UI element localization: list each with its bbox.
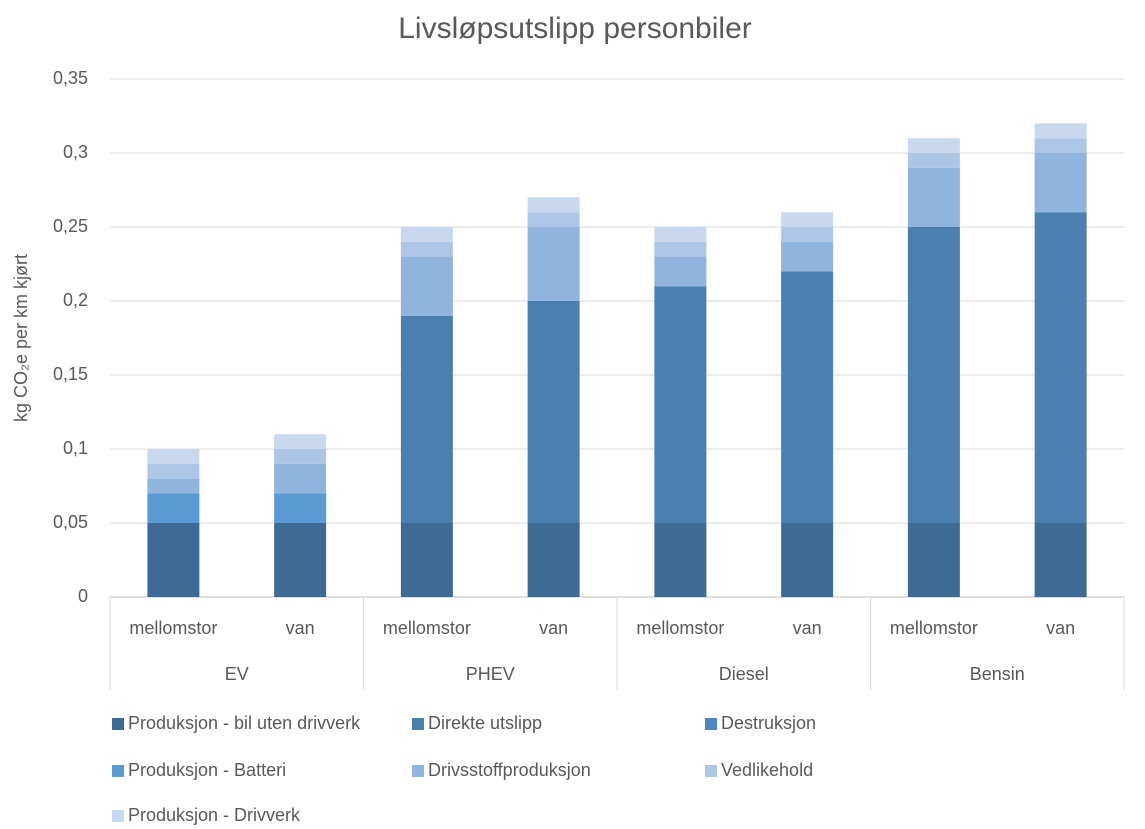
bar-segment (400, 256, 453, 316)
x-tick-label: van (1046, 618, 1075, 638)
bar-segment (907, 227, 960, 523)
x-tick-label: van (286, 618, 315, 638)
bar-segment (654, 523, 707, 597)
bar-segment (527, 301, 580, 523)
bar-segment (781, 271, 834, 523)
x-tick-label: van (539, 618, 568, 638)
legend-label: Direkte utslipp (428, 713, 542, 733)
legend-swatch (705, 718, 717, 730)
bar-segment (907, 153, 960, 168)
legend-label: Produksjon - Drivverk (128, 805, 301, 825)
group-label: EV (225, 664, 249, 684)
legend-label: Destruksjon (721, 713, 816, 733)
bar-segment (781, 241, 834, 272)
bar-segment (654, 241, 707, 257)
bar-segment (1034, 138, 1087, 153)
legend-swatch (112, 718, 124, 730)
legend-swatch (412, 718, 424, 730)
y-tick-label: 0,15 (53, 364, 88, 384)
bar-segment (1034, 212, 1087, 523)
x-tick-label: mellomstor (890, 618, 978, 638)
y-tick-label: 0,25 (53, 216, 88, 236)
bar-segment (400, 523, 453, 597)
bar-segment (147, 463, 200, 479)
y-tick-label: 0,05 (53, 512, 88, 532)
y-tick-label: 0 (78, 586, 88, 606)
y-axis-label: kg CO₂e per km kjørt (11, 254, 31, 422)
bar-segment (907, 138, 960, 153)
legend-label: Drivsstoffproduksjon (428, 760, 591, 780)
bar-segment (1034, 123, 1087, 139)
bar-segment (781, 227, 834, 242)
y-tick-label: 0,1 (63, 438, 88, 458)
bar-segment (654, 256, 707, 287)
y-tick-label: 0,35 (53, 68, 88, 88)
bar-segment (147, 493, 200, 523)
legend-swatch (112, 810, 124, 822)
bar-segment (274, 493, 327, 523)
legend-swatch (112, 765, 124, 777)
bar-segment (400, 241, 453, 257)
legend-swatch (705, 765, 717, 777)
bar-segment (1034, 523, 1087, 597)
legend-label: Produksjon - bil uten drivverk (128, 713, 361, 733)
legend-label: Vedlikehold (721, 760, 813, 780)
y-tick-label: 0,3 (63, 142, 88, 162)
y-tick-label: 0,2 (63, 290, 88, 310)
bar-segment (274, 523, 327, 597)
bar-segment (274, 449, 327, 464)
bar-segment (781, 212, 834, 227)
bar-segment (527, 523, 580, 597)
bar-segment (781, 523, 834, 597)
x-tick-label: van (793, 618, 822, 638)
legend-label: Produksjon - Batteri (128, 760, 286, 780)
group-label: Bensin (970, 664, 1025, 684)
bar-segment (527, 212, 580, 227)
bar-segment (527, 197, 580, 213)
bar-segment (907, 523, 960, 597)
bar-segment (654, 227, 707, 242)
bar-segment (147, 523, 200, 597)
bar-segment (527, 227, 580, 301)
bar-segment (147, 478, 200, 494)
x-tick-label: mellomstor (636, 618, 724, 638)
bar-segment (274, 463, 327, 494)
bar-segment (274, 434, 327, 449)
bar-segment (147, 449, 200, 464)
bar-segment (907, 167, 960, 227)
chart-title: Livsløpsutslipp personbiler (398, 12, 752, 45)
group-label: Diesel (719, 664, 769, 684)
bar-segment (400, 227, 453, 242)
bar-segment (400, 315, 453, 523)
bar-segment (654, 286, 707, 523)
x-tick-label: mellomstor (129, 618, 217, 638)
group-label: PHEV (466, 664, 515, 684)
x-tick-label: mellomstor (383, 618, 471, 638)
bar-segment (1034, 153, 1087, 213)
legend-swatch (412, 765, 424, 777)
